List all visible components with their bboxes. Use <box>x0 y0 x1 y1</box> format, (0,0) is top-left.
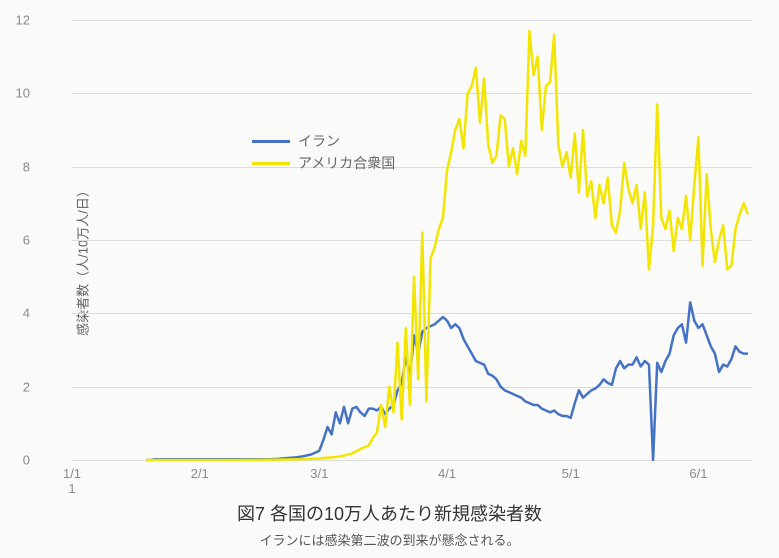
x-tick-label: 2/1 <box>191 466 209 481</box>
x-tick-label: 4/1 <box>438 466 456 481</box>
line-series <box>72 20 752 460</box>
legend: イランアメリカ合衆国 <box>252 130 395 174</box>
y-tick-label: 4 <box>0 306 30 321</box>
y-tick-label: 8 <box>0 159 30 174</box>
legend-item: アメリカ合衆国 <box>252 152 395 174</box>
legend-swatch <box>252 140 290 143</box>
x-tick-label: 1/1 1 <box>63 466 81 496</box>
x-tick-label: 5/1 <box>562 466 580 481</box>
y-tick-label: 0 <box>0 453 30 468</box>
y-tick-label: 10 <box>0 86 30 101</box>
y-tick-label: 2 <box>0 379 30 394</box>
legend-swatch <box>252 162 290 165</box>
x-tick-label: 6/1 <box>689 466 707 481</box>
series-line <box>146 31 748 460</box>
x-tick-label: 3/1 <box>310 466 328 481</box>
chart-title: 図7 各国の10万人あたり新規感染者数 <box>0 500 779 526</box>
y-tick-label: 12 <box>0 13 30 28</box>
chart-container: { "chart": { "type": "line", "background… <box>0 0 779 558</box>
series-line <box>146 302 748 460</box>
legend-item: イラン <box>252 130 395 152</box>
legend-label: イラン <box>298 131 340 151</box>
chart-subtitle: イランには感染第二波の到来が懸念される。 <box>0 530 779 549</box>
plot-area: イランアメリカ合衆国 <box>72 20 752 460</box>
y-tick-label: 6 <box>0 233 30 248</box>
legend-label: アメリカ合衆国 <box>298 153 395 173</box>
